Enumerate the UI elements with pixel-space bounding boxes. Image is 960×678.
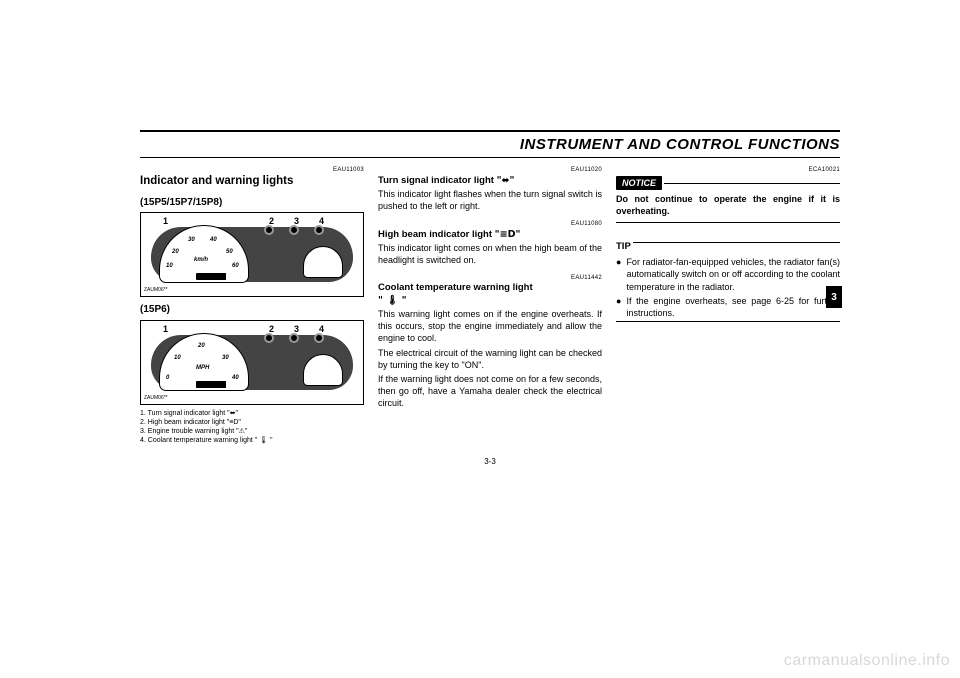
odometer-b <box>196 381 230 388</box>
speed-unit-mph: MPH <box>196 364 209 372</box>
speedometer-dial: 10 20 30 40 50 60 km/h <box>159 225 249 283</box>
high-beam-body: This indicator light comes on when the h… <box>378 242 602 266</box>
ref-code-notice: ECA10021 <box>616 166 840 174</box>
cluster-body-b: 0 10 20 30 40 MPH <box>151 335 353 390</box>
bullet-icon: ● <box>616 256 621 292</box>
tip-item-2: ● If the engine overheats, see page 6-25… <box>616 295 840 319</box>
fuel-gauge <box>303 246 343 278</box>
coolant-title: Coolant temperature warning light <box>378 282 602 295</box>
speed-40b: 40 <box>232 374 239 382</box>
figure-legend: 1. Turn signal indicator light "⬌" 2. Hi… <box>140 409 364 445</box>
header-rule-top <box>140 130 840 132</box>
model-variant-a: (15P5/15P7/15P8) <box>140 196 364 210</box>
high-beam-title: High beam indicator light <box>378 229 495 240</box>
legend-3: 3. Engine trouble warning light "⚠" <box>140 427 364 436</box>
coolant-p2: The electrical circuit of the warning li… <box>378 347 602 371</box>
tip-end-rule <box>616 321 840 322</box>
tip-label: TIP <box>616 241 631 254</box>
content-columns: EAU11003 Indicator and warning lights (1… <box>140 166 840 445</box>
callout-1b: 1 <box>163 323 168 335</box>
speed-20: 20 <box>172 248 179 256</box>
coolant-p1: This warning light comes on if the engin… <box>378 308 602 344</box>
tip-header: TIP <box>616 233 840 254</box>
speed-30b: 30 <box>222 354 229 362</box>
turn-signal-body: This indicator light flashes when the tu… <box>378 188 602 212</box>
chapter-tab: 3 <box>826 286 842 308</box>
odometer <box>196 273 230 280</box>
speed-10b: 10 <box>174 354 181 362</box>
high-beam-heading: High beam indicator light "≡D" <box>378 228 602 242</box>
speed-unit-kmh: km/h <box>194 256 208 264</box>
indicator-dot-3b <box>289 333 299 343</box>
callout-1: 1 <box>163 215 168 227</box>
indicator-lights-title: Indicator and warning lights <box>140 174 364 190</box>
indicator-dot-4b <box>314 333 324 343</box>
bullet-icon: ● <box>616 295 621 319</box>
legend-1: 1. Turn signal indicator light "⬌" <box>140 409 364 418</box>
ref-code: EAU11003 <box>140 166 364 174</box>
turn-signal-icon: "⬌" <box>497 175 515 186</box>
page-number: 3-3 <box>140 457 840 466</box>
speed-50: 50 <box>226 248 233 256</box>
ref-code-s3: EAU11442 <box>378 274 602 282</box>
notice-header: NOTICE <box>616 176 840 190</box>
coolant-icon: " 🌡 " <box>378 295 602 308</box>
turn-signal-heading: Turn signal indicator light "⬌" <box>378 174 602 188</box>
legend-4: 4. Coolant temperature warning light " 🌡… <box>140 436 364 445</box>
column-left: EAU11003 Indicator and warning lights (1… <box>140 166 364 445</box>
speed-60: 60 <box>232 262 239 270</box>
speed-10: 10 <box>166 262 173 270</box>
indicator-dot-2b <box>264 333 274 343</box>
column-middle: EAU11020 Turn signal indicator light "⬌"… <box>378 166 602 445</box>
manual-page: INSTRUMENT AND CONTROL FUNCTIONS EAU1100… <box>140 130 840 630</box>
indicator-dot-4 <box>314 225 324 235</box>
speed-40: 40 <box>210 236 217 244</box>
notice-body: Do not continue to operate the engine if… <box>616 193 840 222</box>
fuel-gauge-b <box>303 354 343 386</box>
watermark: carmanualsonline.info <box>784 652 950 670</box>
instrument-cluster-figure-a: 1 2 3 4 10 20 30 40 50 60 km/h <box>140 212 364 297</box>
indicator-dot-3 <box>289 225 299 235</box>
notice-label: NOTICE <box>616 176 662 190</box>
model-variant-b: (15P6) <box>140 303 364 317</box>
figure-code-a: ZAUM06** <box>144 287 168 294</box>
cluster-body: 10 20 30 40 50 60 km/h <box>151 227 353 282</box>
speed-20b: 20 <box>198 342 205 350</box>
tip-item-1: ● For radiator-fan-equipped vehicles, th… <box>616 256 840 292</box>
high-beam-icon: "≡D" <box>495 229 521 240</box>
tip-list: ● For radiator-fan-equipped vehicles, th… <box>616 256 840 319</box>
speedometer-dial-b: 0 10 20 30 40 MPH <box>159 333 249 391</box>
coolant-p3: If the warning light does not come on fo… <box>378 373 602 409</box>
speed-0b: 0 <box>166 374 169 382</box>
column-right: ECA10021 NOTICE Do not continue to opera… <box>616 166 840 445</box>
indicator-dot-2 <box>264 225 274 235</box>
speed-30: 30 <box>188 236 195 244</box>
notice-rule <box>664 183 840 184</box>
tip-2-text: If the engine overheats, see page 6-25 f… <box>626 295 840 319</box>
legend-2: 2. High beam indicator light "≡D" <box>140 418 364 427</box>
ref-code-s2: EAU11080 <box>378 220 602 228</box>
section-header: INSTRUMENT AND CONTROL FUNCTIONS <box>140 136 840 153</box>
header-rule-bottom <box>140 157 840 158</box>
figure-code-b: ZAUM06** <box>144 395 168 402</box>
tip-1-text: For radiator-fan-equipped vehicles, the … <box>626 256 840 292</box>
tip-rule <box>633 242 840 243</box>
ref-code-s1: EAU11020 <box>378 166 602 174</box>
turn-signal-title: Turn signal indicator light <box>378 175 497 186</box>
instrument-cluster-figure-b: 1 2 3 4 0 10 20 30 40 MPH <box>140 320 364 405</box>
